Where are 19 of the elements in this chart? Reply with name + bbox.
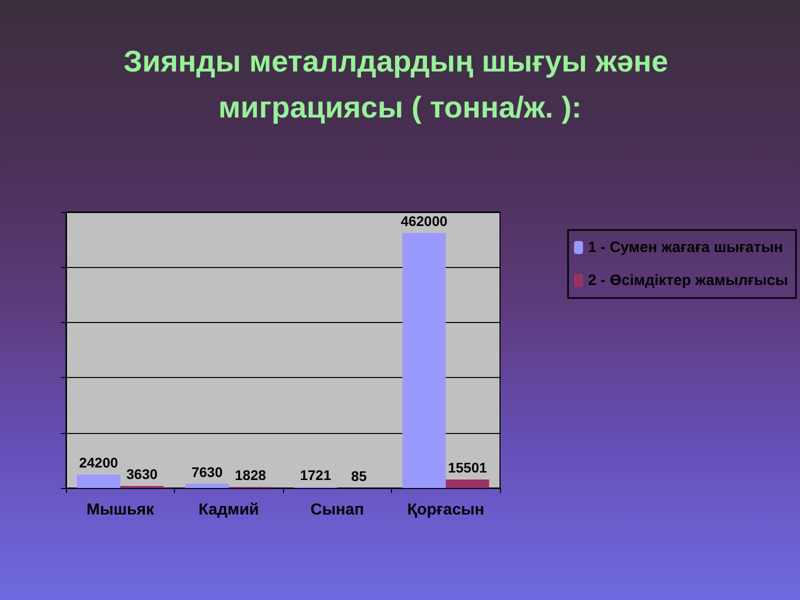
- data-label: 7630: [191, 464, 223, 480]
- legend-label: 2 - Өсімдіктер жамылғысы: [588, 272, 788, 289]
- data-label: 15501: [448, 459, 488, 476]
- data-label: 85: [351, 468, 367, 484]
- data-label: 462000: [400, 212, 448, 229]
- data-label: 1721: [300, 467, 332, 484]
- x-tick-label: Сынап: [310, 502, 364, 518]
- x-tick-label: Кадмий: [198, 502, 260, 518]
- legend-label: 1 - Сумен жағаға шығатын: [588, 239, 783, 256]
- bar: [76, 474, 120, 488]
- bar: [402, 232, 446, 488]
- data-label: 1828: [234, 466, 266, 483]
- data-label: 3630: [126, 466, 158, 482]
- x-tick-label: Мышьяк: [86, 502, 155, 518]
- data-label: 24200: [79, 454, 118, 471]
- bar: [446, 479, 490, 488]
- chart-title: Зиянды металлдардың шығуы және миграциясы ( тонна/ж. ):: [123, 46, 677, 124]
- bar: [185, 484, 229, 488]
- x-tick-label: Қорғасын: [407, 502, 484, 518]
